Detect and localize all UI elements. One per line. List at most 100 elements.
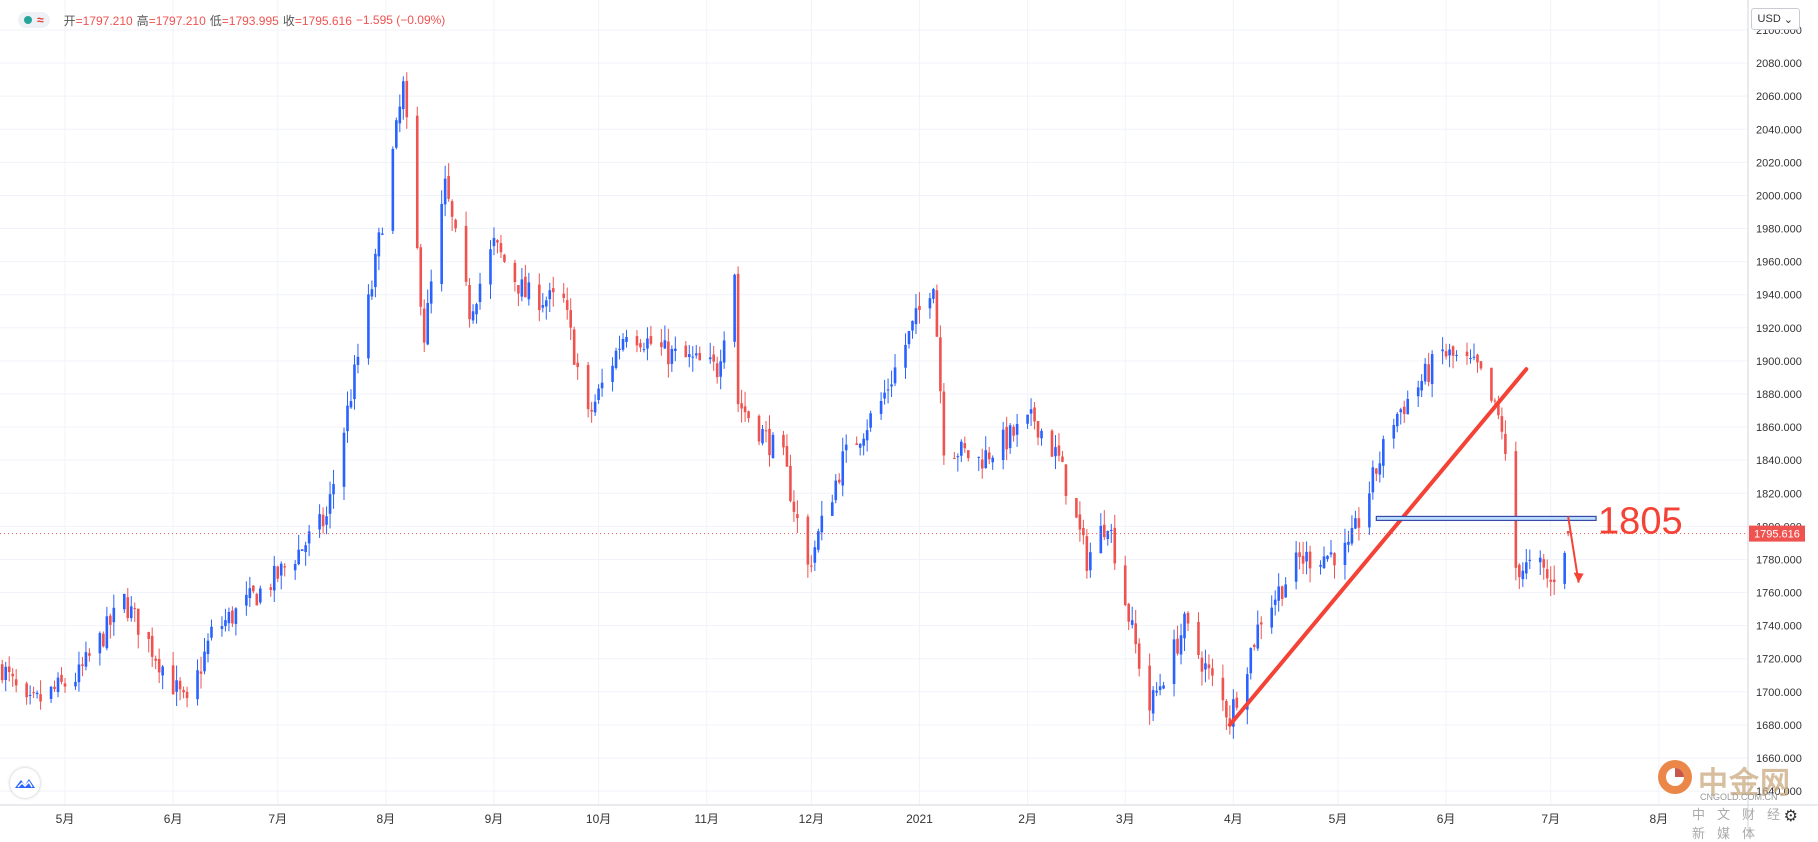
y-tick-label: 1700.000 (1756, 687, 1802, 699)
candle-body (517, 284, 520, 294)
candle-body (1183, 613, 1186, 639)
x-tick-label: 7月 (1541, 812, 1560, 826)
candle-body (966, 450, 970, 459)
candle-body (1301, 555, 1305, 564)
wave-icon[interactable]: ≈ (37, 13, 44, 27)
candle-body (820, 515, 824, 533)
candle-body (105, 616, 109, 649)
candle-body (1061, 456, 1064, 462)
trend-line[interactable] (1227, 367, 1529, 727)
candle-body (1155, 690, 1158, 693)
candle-body (252, 585, 255, 592)
series-toggle-badge[interactable]: ≈ (18, 12, 50, 28)
candle-body (503, 254, 506, 262)
candle-body (398, 106, 402, 124)
candle-body (342, 432, 346, 487)
candle-body (1525, 562, 1528, 574)
ohlc-low: 低=1793.995 (209, 13, 279, 28)
candle-body (712, 354, 715, 362)
candle-body (102, 633, 105, 647)
candle-body (524, 276, 527, 298)
gear-icon[interactable]: ⚙ (1783, 808, 1798, 825)
visibility-dot-icon[interactable] (24, 16, 32, 24)
candle-body (764, 430, 768, 432)
candle-body (1221, 677, 1225, 701)
down-arrow-shaft[interactable] (1567, 516, 1580, 583)
candle-body (956, 456, 960, 458)
currency-selector[interactable]: USD ⌄ (1750, 8, 1800, 30)
candle-body (611, 365, 614, 383)
down-arrow-head (1573, 572, 1584, 583)
candle-body (276, 566, 280, 579)
candle-body (182, 690, 185, 693)
candle-body (830, 502, 834, 516)
candle-body (196, 670, 199, 700)
candle-body (293, 564, 297, 571)
x-tick-label: 4月 (1224, 812, 1243, 826)
x-tick-label: 8月 (1649, 812, 1668, 826)
candle-body (1378, 463, 1382, 475)
candle-body (1284, 584, 1287, 598)
candle-body (1416, 387, 1420, 397)
candle-body (858, 443, 862, 448)
candle-body (1001, 429, 1005, 461)
x-tick-label: 6月 (164, 812, 183, 826)
candle-body (806, 516, 810, 565)
candle-body (1186, 612, 1190, 624)
candle-body (1563, 553, 1566, 584)
candle-body (1347, 541, 1350, 545)
candle-body (401, 81, 405, 110)
candle-body (639, 343, 642, 348)
candle-body (126, 597, 130, 619)
candle-body (541, 305, 545, 308)
x-tick-label: 8月 (377, 812, 396, 826)
watermark-site: CNGOLD.COM.CN (1700, 792, 1778, 802)
candle-body (932, 289, 935, 299)
candle-body (1232, 699, 1235, 727)
candle-body (1357, 518, 1361, 528)
candle-body (1176, 638, 1179, 654)
y-tick-label: 1960.000 (1756, 257, 1802, 269)
candle-body (1430, 354, 1434, 385)
candle-body (1148, 665, 1151, 711)
candle-body (1089, 552, 1092, 571)
candle-body (370, 289, 374, 297)
x-tick-label: 12月 (799, 812, 824, 826)
candle-body (259, 588, 262, 603)
level-zone[interactable] (1375, 515, 1597, 522)
candle-body (279, 563, 283, 576)
y-tick-label: 1740.000 (1756, 621, 1802, 633)
candle-body (231, 610, 234, 624)
candle-body (569, 310, 573, 328)
candle-body (112, 607, 116, 623)
candle-body (987, 452, 991, 460)
candle-body (991, 457, 995, 463)
candle-body (670, 348, 674, 364)
candle-body (1521, 570, 1525, 580)
candle-body (1542, 559, 1546, 568)
y-tick-label: 2060.000 (1756, 91, 1802, 103)
candle-body (1402, 406, 1406, 415)
candle-body (904, 344, 907, 368)
candle-body (1005, 426, 1008, 450)
candle-body (646, 338, 649, 349)
x-tick-label: 2021 (906, 812, 933, 826)
candle-body (844, 444, 848, 451)
tradingview-logo-button[interactable] (10, 768, 40, 798)
last-price-label: 1795.616 (1754, 529, 1800, 541)
candle-body (1423, 363, 1427, 382)
candle-body (1249, 647, 1253, 674)
candle-body (980, 459, 984, 469)
candle-body (0, 664, 4, 681)
candle-body (1270, 607, 1274, 628)
candle-body (25, 683, 28, 698)
candle-body (782, 434, 785, 448)
candle-body (1294, 552, 1298, 582)
candle-body (356, 356, 360, 365)
candle-body (1399, 409, 1403, 413)
candle-body (1354, 518, 1357, 529)
candle-body (663, 340, 667, 349)
candle-body (1333, 553, 1336, 566)
candle-body (307, 531, 311, 544)
